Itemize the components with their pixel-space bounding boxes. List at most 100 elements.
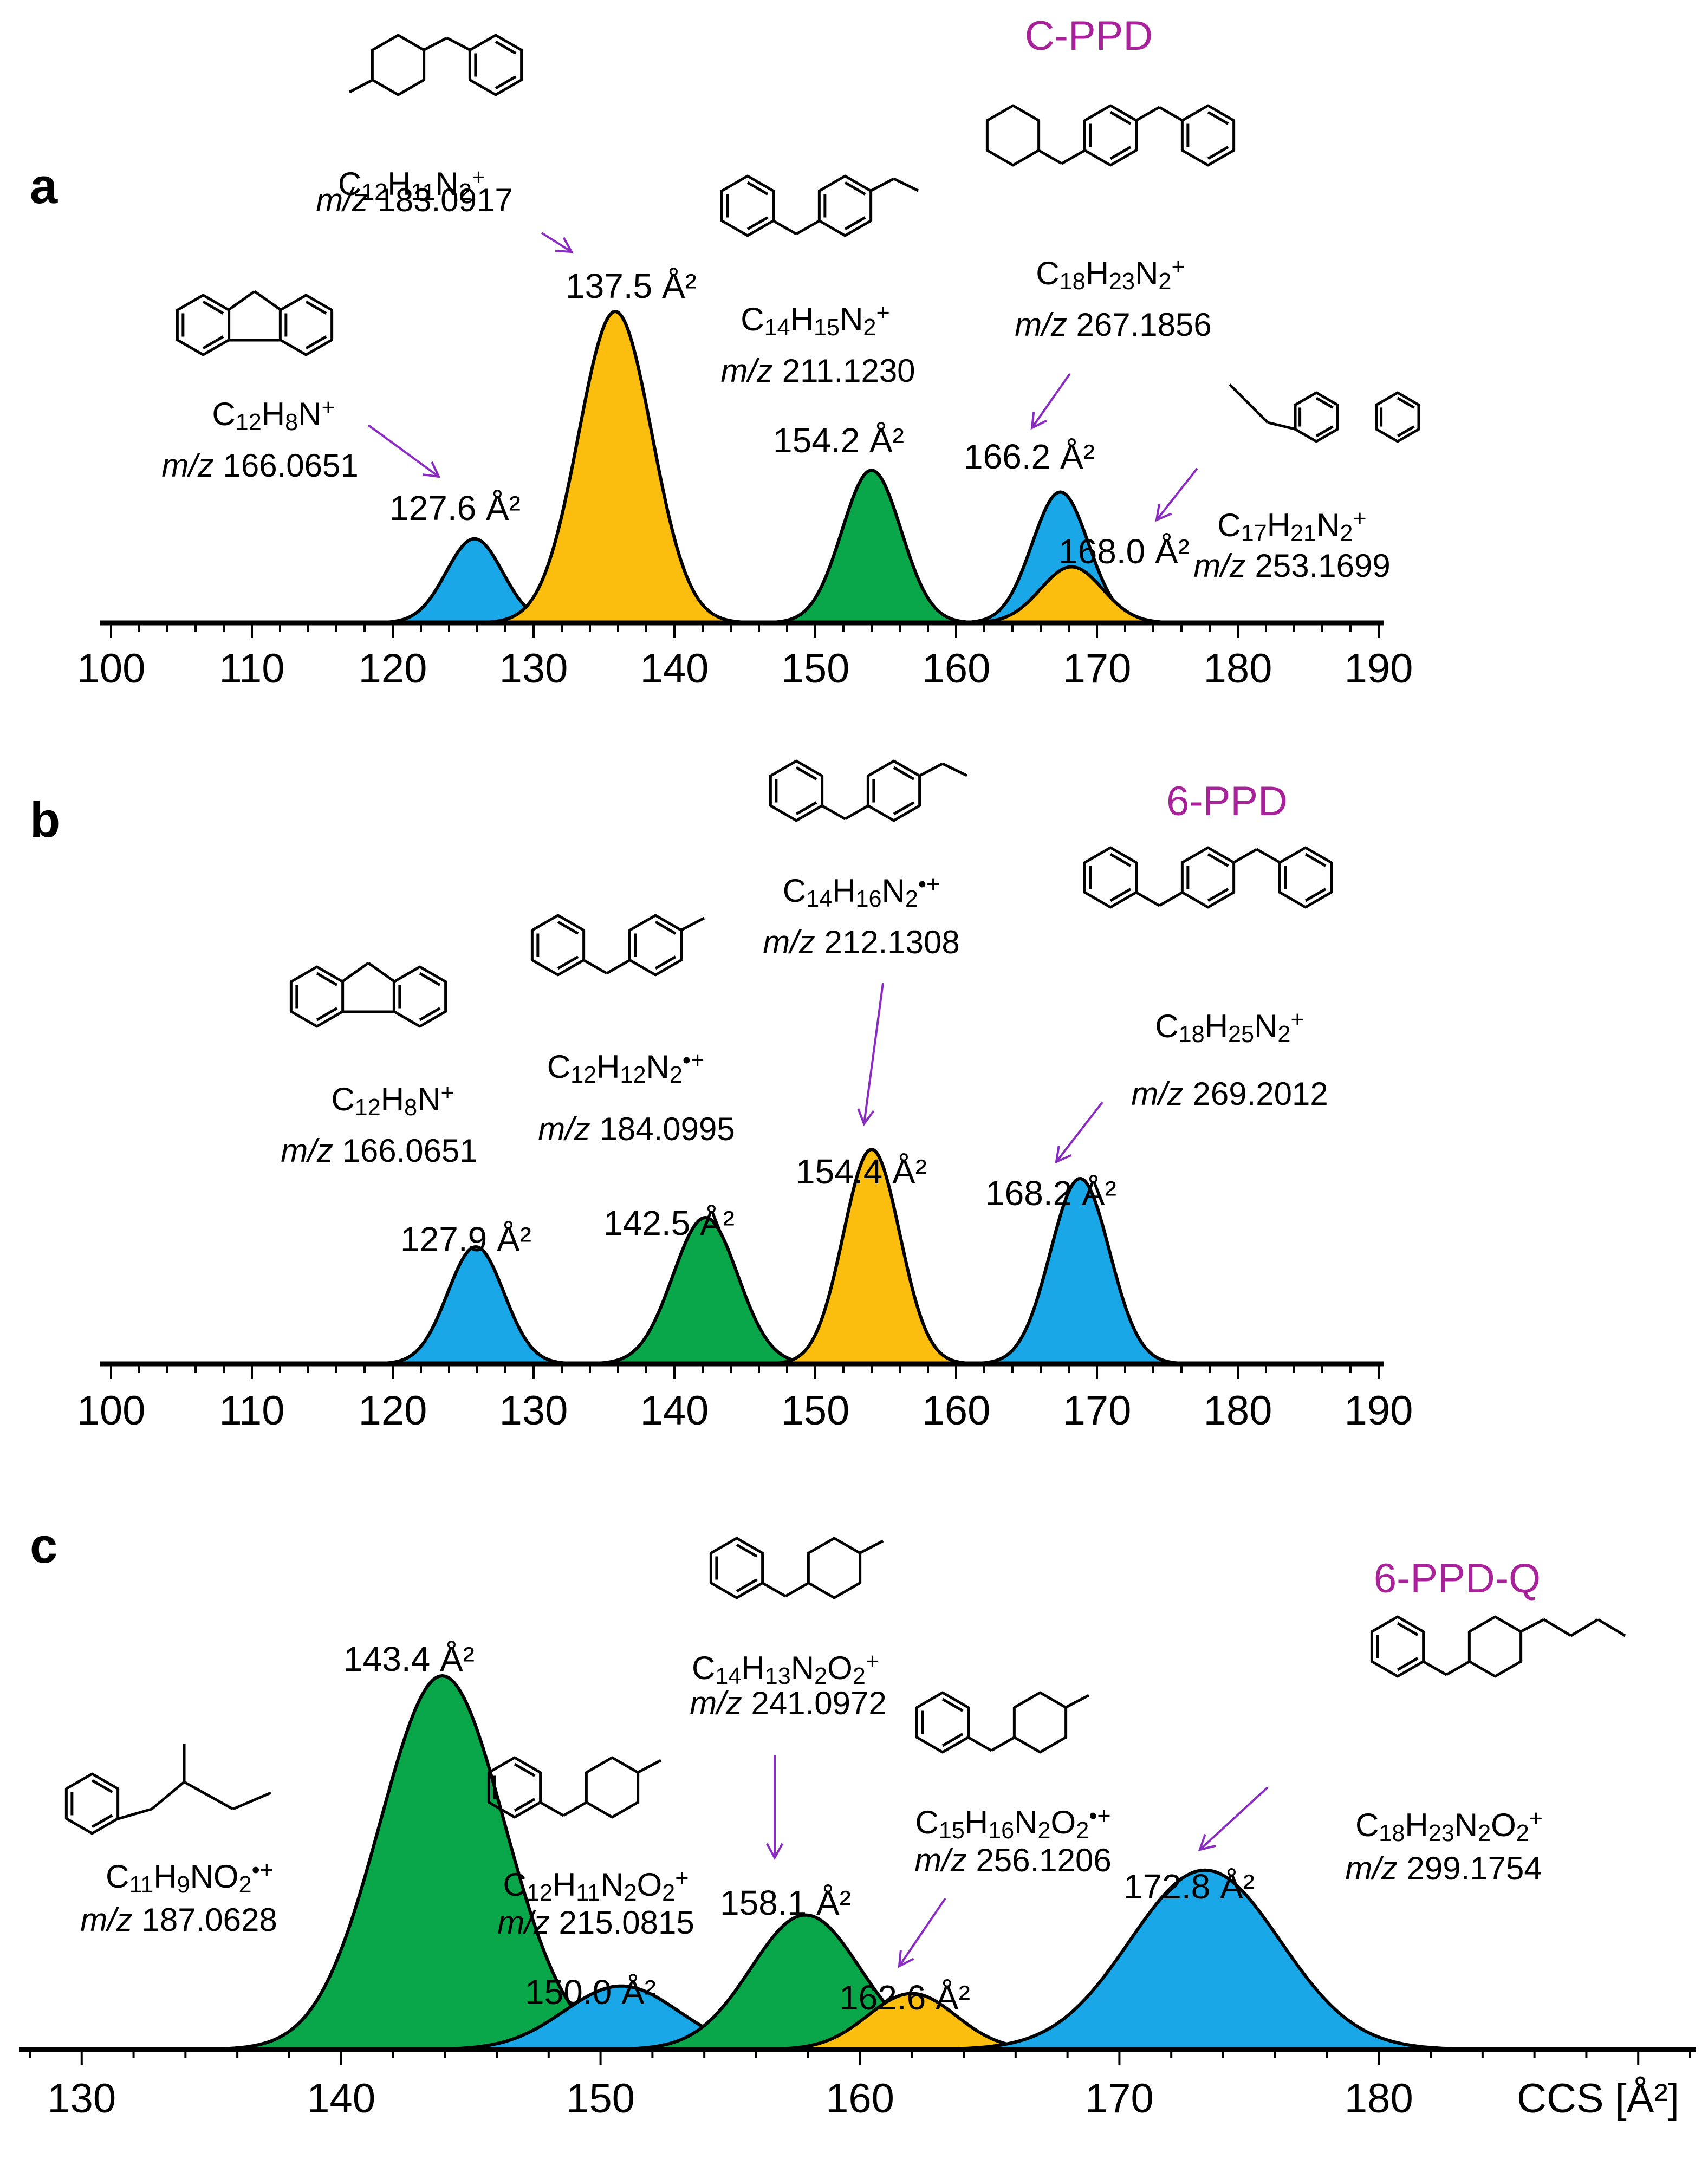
double-bond bbox=[305, 335, 327, 350]
bond bbox=[151, 1781, 185, 1810]
bond bbox=[941, 762, 968, 777]
ring-icon bbox=[176, 294, 231, 356]
tick-label: 140 bbox=[307, 2076, 375, 2122]
bond bbox=[637, 1759, 662, 1774]
double-bond bbox=[795, 801, 817, 816]
x-axis-label: CCS [Å²] bbox=[1517, 2076, 1679, 2122]
double-bond bbox=[1304, 888, 1327, 902]
double-bond bbox=[1109, 146, 1132, 160]
ring-icon bbox=[468, 34, 523, 96]
peak-2 bbox=[459, 310, 771, 625]
annotation-arrow bbox=[1055, 1101, 1103, 1163]
6ppd-structure-icon bbox=[1083, 846, 1333, 909]
ring-icon bbox=[1083, 846, 1138, 909]
tick-label: 160 bbox=[826, 2076, 894, 2122]
panel-letter: b bbox=[30, 792, 60, 848]
cyclohexyl-structure-icon bbox=[985, 104, 1236, 167]
ring-icon bbox=[1278, 846, 1333, 909]
double-bond bbox=[654, 955, 677, 970]
bond bbox=[844, 804, 869, 821]
compound-name: 6-PPD bbox=[1166, 778, 1288, 824]
arrow-head-icon bbox=[555, 237, 574, 253]
annotation-arrow bbox=[1155, 467, 1198, 521]
tick-label: 130 bbox=[499, 646, 568, 692]
tick-label: 170 bbox=[1085, 2076, 1154, 2122]
ring-icon bbox=[1467, 1615, 1523, 1678]
mz-value: m/z 269.2012 bbox=[1131, 1076, 1328, 1112]
bond bbox=[1135, 891, 1160, 907]
double-bond bbox=[941, 1733, 964, 1747]
ion-formula: C14H15N2+ bbox=[741, 300, 889, 341]
ring-icon bbox=[278, 294, 334, 356]
mz-value: m/z 267.1856 bbox=[1015, 307, 1212, 343]
tick-label: 140 bbox=[640, 1388, 709, 1434]
bond bbox=[1158, 106, 1183, 122]
ring-icon bbox=[985, 104, 1041, 167]
ring-icon bbox=[392, 965, 447, 1028]
arrow-head-icon bbox=[1155, 504, 1172, 522]
annotation-arrow bbox=[367, 424, 440, 478]
tick-label: 120 bbox=[359, 1388, 427, 1434]
butenyl-structure-icon bbox=[1229, 383, 1420, 443]
tick-label: 190 bbox=[1345, 1388, 1413, 1434]
peak-4 bbox=[954, 1177, 1206, 1365]
peak-3 bbox=[745, 469, 998, 625]
acetyl-structure-icon bbox=[64, 1744, 271, 1835]
bond bbox=[423, 36, 448, 51]
arrow-head-icon bbox=[1030, 411, 1047, 430]
tick-label: 140 bbox=[640, 646, 709, 692]
quinone-imine-structure-icon bbox=[348, 34, 523, 96]
double-bond bbox=[1397, 1622, 1419, 1636]
bond bbox=[1229, 383, 1247, 402]
double-bond bbox=[1315, 396, 1334, 409]
bond bbox=[772, 219, 797, 236]
ethylamine-structure-icon bbox=[769, 759, 968, 822]
double-bond bbox=[736, 1578, 758, 1593]
ion-formula: C11H9NO2•+ bbox=[106, 1857, 274, 1898]
arrow-head-icon bbox=[1055, 1146, 1072, 1164]
panel-b: b 6-PPD 127.9 Å² C12H8N+ m/z 166.0651 142.5 Å… bbox=[30, 759, 1413, 1434]
bond bbox=[367, 961, 395, 983]
double-bond bbox=[1304, 853, 1327, 867]
ring-icon bbox=[866, 759, 921, 822]
peaks: 127.9 Å² C12H8N+ m/z 166.0651 142.5 Å² C12H1… bbox=[281, 871, 1328, 1365]
ccs-label: 137.5 Å² bbox=[566, 266, 697, 305]
double-bond bbox=[91, 1814, 113, 1829]
double-bond bbox=[1207, 110, 1229, 125]
double-bond bbox=[316, 1007, 338, 1022]
ring-icon bbox=[1180, 104, 1236, 167]
carbazole-structure-icon bbox=[289, 961, 447, 1028]
annotation-arrow bbox=[1199, 1786, 1269, 1851]
ring-icon bbox=[1012, 1691, 1068, 1754]
bond bbox=[118, 1807, 152, 1820]
bond bbox=[870, 177, 895, 192]
mz-value: m/z 253.1699 bbox=[1193, 548, 1391, 584]
tick-label: 190 bbox=[1345, 646, 1413, 692]
vinyl-structure-icon bbox=[720, 174, 919, 237]
bond bbox=[1158, 891, 1183, 907]
tick-label: 160 bbox=[922, 1388, 991, 1434]
double-bond bbox=[736, 1543, 758, 1558]
bond bbox=[859, 1539, 884, 1554]
ion-formula: C15H16N2O2•+ bbox=[915, 1803, 1110, 1844]
bond bbox=[1038, 149, 1063, 165]
ion-formula: C14H16N2•+ bbox=[783, 871, 940, 913]
panel-letter: c bbox=[30, 1518, 57, 1573]
bond bbox=[348, 79, 373, 94]
bond bbox=[967, 1736, 992, 1752]
double-bond bbox=[91, 1779, 113, 1793]
double-bond bbox=[495, 75, 517, 90]
tick-label: 180 bbox=[1204, 646, 1272, 692]
ring-icon bbox=[1375, 391, 1420, 443]
bond bbox=[540, 1801, 564, 1817]
ccs-label: 154.2 Å² bbox=[773, 421, 904, 460]
ion-formula: C12H11N2+ bbox=[338, 165, 485, 206]
ring-icon bbox=[1083, 104, 1138, 167]
double-bond bbox=[514, 1762, 536, 1777]
peak-5 bbox=[887, 1868, 1523, 2051]
quinone-nh3-structure-icon bbox=[487, 1756, 662, 1819]
vinylq-structure-icon bbox=[709, 1537, 884, 1599]
tick-label: 110 bbox=[219, 646, 284, 692]
double-bond bbox=[419, 972, 441, 986]
bond bbox=[762, 1582, 787, 1598]
